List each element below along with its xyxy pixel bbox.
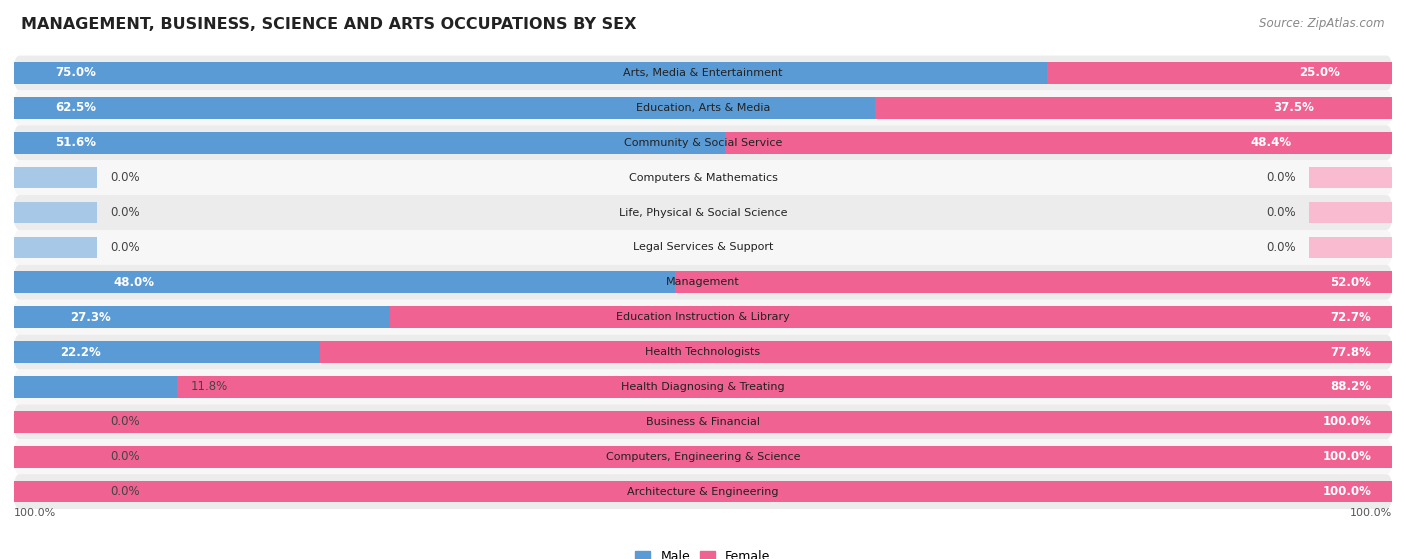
Text: 62.5%: 62.5%: [55, 101, 97, 115]
FancyBboxPatch shape: [14, 369, 1392, 404]
Text: Education Instruction & Library: Education Instruction & Library: [616, 312, 790, 322]
Text: Source: ZipAtlas.com: Source: ZipAtlas.com: [1260, 17, 1385, 30]
Text: Computers & Mathematics: Computers & Mathematics: [628, 173, 778, 183]
Text: 51.6%: 51.6%: [55, 136, 97, 149]
Bar: [876, 97, 1392, 119]
Bar: [14, 132, 725, 154]
FancyBboxPatch shape: [14, 55, 1392, 91]
Bar: [1309, 167, 1392, 188]
Text: 0.0%: 0.0%: [111, 171, 141, 184]
FancyBboxPatch shape: [14, 404, 1392, 439]
Bar: [14, 481, 97, 503]
Legend: Male, Female: Male, Female: [630, 546, 776, 559]
Text: Health Diagnosing & Treating: Health Diagnosing & Treating: [621, 382, 785, 392]
Text: Education, Arts & Media: Education, Arts & Media: [636, 103, 770, 113]
Text: 0.0%: 0.0%: [111, 450, 141, 463]
Text: Architecture & Engineering: Architecture & Engineering: [627, 486, 779, 496]
Bar: [321, 341, 1392, 363]
Text: 22.2%: 22.2%: [60, 345, 101, 358]
Text: 72.7%: 72.7%: [1330, 311, 1371, 324]
Bar: [14, 446, 97, 467]
Bar: [725, 132, 1392, 154]
FancyBboxPatch shape: [14, 474, 1392, 509]
Text: 0.0%: 0.0%: [1265, 206, 1295, 219]
Bar: [14, 376, 177, 398]
Text: 0.0%: 0.0%: [1265, 241, 1295, 254]
Bar: [675, 272, 1392, 293]
FancyBboxPatch shape: [14, 160, 1392, 195]
Text: 100.0%: 100.0%: [1323, 485, 1371, 498]
Bar: [1047, 62, 1392, 84]
FancyBboxPatch shape: [14, 439, 1392, 474]
Text: Management: Management: [666, 277, 740, 287]
Text: 27.3%: 27.3%: [70, 311, 111, 324]
Bar: [177, 376, 1392, 398]
Bar: [14, 97, 876, 119]
Text: 52.0%: 52.0%: [1330, 276, 1371, 289]
Text: 48.4%: 48.4%: [1251, 136, 1292, 149]
Text: 88.2%: 88.2%: [1330, 381, 1371, 394]
Bar: [1309, 236, 1392, 258]
Text: Health Technologists: Health Technologists: [645, 347, 761, 357]
Bar: [14, 62, 1047, 84]
Text: 25.0%: 25.0%: [1299, 67, 1340, 79]
Text: 48.0%: 48.0%: [114, 276, 155, 289]
Text: 0.0%: 0.0%: [111, 206, 141, 219]
Text: MANAGEMENT, BUSINESS, SCIENCE AND ARTS OCCUPATIONS BY SEX: MANAGEMENT, BUSINESS, SCIENCE AND ARTS O…: [21, 17, 637, 32]
Text: Legal Services & Support: Legal Services & Support: [633, 243, 773, 253]
Bar: [14, 481, 1392, 503]
Text: 0.0%: 0.0%: [111, 415, 141, 428]
FancyBboxPatch shape: [14, 300, 1392, 335]
Bar: [14, 341, 321, 363]
Text: 11.8%: 11.8%: [190, 381, 228, 394]
Text: Life, Physical & Social Science: Life, Physical & Social Science: [619, 207, 787, 217]
Bar: [14, 167, 97, 188]
Text: Community & Social Service: Community & Social Service: [624, 138, 782, 148]
Text: 0.0%: 0.0%: [111, 241, 141, 254]
Text: Business & Financial: Business & Financial: [645, 417, 761, 427]
Text: Arts, Media & Entertainment: Arts, Media & Entertainment: [623, 68, 783, 78]
Bar: [14, 306, 391, 328]
Bar: [14, 411, 97, 433]
Bar: [14, 236, 97, 258]
Text: 77.8%: 77.8%: [1330, 345, 1371, 358]
Text: 100.0%: 100.0%: [14, 508, 56, 518]
Bar: [1309, 202, 1392, 224]
Text: 0.0%: 0.0%: [1265, 171, 1295, 184]
FancyBboxPatch shape: [14, 265, 1392, 300]
Bar: [14, 411, 1392, 433]
Text: 100.0%: 100.0%: [1323, 415, 1371, 428]
FancyBboxPatch shape: [14, 91, 1392, 125]
Text: Computers, Engineering & Science: Computers, Engineering & Science: [606, 452, 800, 462]
Text: 100.0%: 100.0%: [1350, 508, 1392, 518]
FancyBboxPatch shape: [14, 125, 1392, 160]
Text: 0.0%: 0.0%: [111, 485, 141, 498]
Text: 100.0%: 100.0%: [1323, 450, 1371, 463]
FancyBboxPatch shape: [14, 230, 1392, 265]
Bar: [14, 202, 97, 224]
Bar: [391, 306, 1392, 328]
Bar: [14, 272, 675, 293]
FancyBboxPatch shape: [14, 335, 1392, 369]
FancyBboxPatch shape: [14, 195, 1392, 230]
Text: 37.5%: 37.5%: [1274, 101, 1315, 115]
Bar: [14, 446, 1392, 467]
Text: 75.0%: 75.0%: [55, 67, 96, 79]
